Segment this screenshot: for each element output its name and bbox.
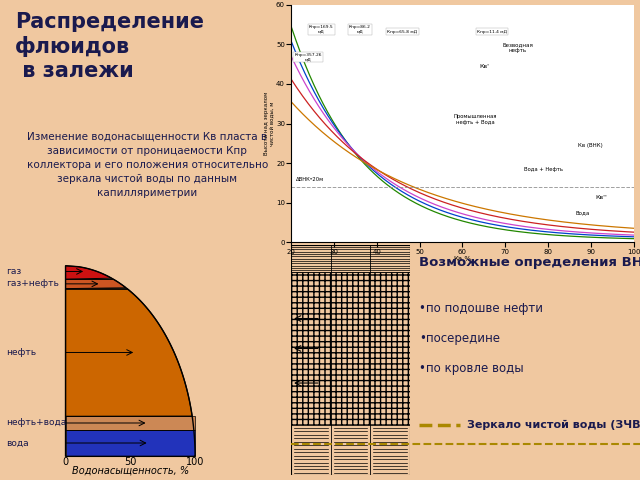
- Text: Промышленная
нефть + Вода: Промышленная нефть + Вода: [454, 114, 497, 125]
- Text: Кпр=169.5
мД: Кпр=169.5 мД: [308, 25, 333, 34]
- Text: Кпр=65.8 мД: Кпр=65.8 мД: [387, 30, 417, 34]
- Text: нефть: нефть: [6, 348, 36, 357]
- Text: Изменение водонасыщенности Кв пласта в
зависимости от проницаемости Кпр
коллекто: Изменение водонасыщенности Кв пласта в з…: [27, 132, 268, 198]
- Bar: [291, 273, 410, 424]
- X-axis label: Ка,%: Ка,%: [453, 256, 472, 262]
- Y-axis label: Высота над зеркалом
чистой воды, м: Высота над зеркалом чистой воды, м: [264, 92, 275, 155]
- Text: вода: вода: [6, 439, 29, 447]
- Text: Кпр=86.2
мД: Кпр=86.2 мД: [349, 25, 371, 34]
- Polygon shape: [65, 416, 195, 430]
- Text: Водонасыщенность, %: Водонасыщенность, %: [72, 465, 189, 475]
- Text: 100: 100: [186, 457, 204, 467]
- Text: Кпр=357.26
мД: Кпр=357.26 мД: [294, 53, 322, 61]
- Text: газ+нефть: газ+нефть: [6, 279, 60, 288]
- Text: Вода + Нефть: Вода + Нефть: [524, 167, 563, 172]
- Text: Кв'': Кв'': [595, 195, 607, 200]
- Polygon shape: [65, 430, 195, 456]
- Polygon shape: [65, 266, 111, 279]
- Text: Кпр=11.4 мД: Кпр=11.4 мД: [477, 30, 508, 34]
- Text: 0: 0: [63, 457, 68, 467]
- Text: Безводная
нефть: Безводная нефть: [502, 43, 534, 53]
- Text: Кв (ВНК): Кв (ВНК): [578, 144, 603, 148]
- Text: Возможные определения ВНК:: Возможные определения ВНК:: [419, 256, 640, 269]
- Text: •по кровле воды: •по кровле воды: [419, 362, 524, 375]
- Text: Распределение
флюидов
 в залежи: Распределение флюидов в залежи: [15, 12, 204, 81]
- Polygon shape: [65, 288, 192, 416]
- Text: •посередине: •посередине: [419, 332, 500, 345]
- Text: •по подошве нефти: •по подошве нефти: [419, 302, 543, 315]
- Text: газ: газ: [6, 267, 22, 276]
- Text: ΔВНКº20м: ΔВНКº20м: [296, 177, 324, 182]
- Text: нефть+вода: нефть+вода: [6, 419, 67, 428]
- Text: Зеркало чистой воды (ЗЧВ) – 100%: Зеркало чистой воды (ЗЧВ) – 100%: [467, 420, 640, 430]
- Text: Вода: Вода: [575, 211, 589, 216]
- Polygon shape: [65, 279, 126, 288]
- Text: Кв': Кв': [479, 64, 490, 69]
- Text: 50: 50: [124, 457, 136, 467]
